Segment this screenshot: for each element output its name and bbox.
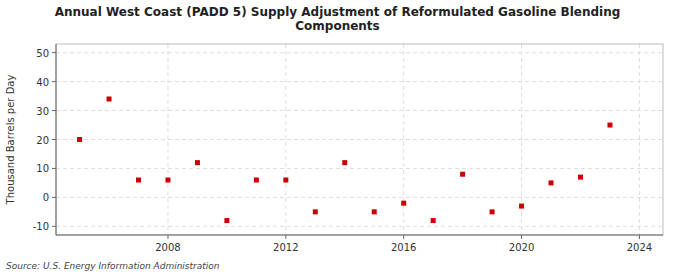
x-axis — [56, 235, 663, 236]
grid-line-x — [639, 44, 640, 235]
point — [549, 180, 554, 185]
grid-line-y — [56, 168, 663, 169]
y-tick — [52, 110, 56, 111]
y-ticks: -10 0 10 20 30 40 50 — [33, 48, 56, 233]
chart: Annual West Coast (PADD 5) Supply Adjust… — [0, 0, 675, 275]
point — [342, 160, 347, 165]
source-note: Source: U.S. Energy Information Administ… — [6, 261, 220, 271]
point — [607, 123, 612, 128]
grid-line-y — [56, 110, 663, 111]
x-tick-label: 2012 — [273, 242, 298, 253]
y-axis-label: Thousand Barrels per Day — [5, 75, 16, 206]
y-tick — [52, 197, 56, 198]
point — [372, 209, 377, 214]
grid-line-x — [285, 44, 286, 235]
y-tick-label: -10 — [33, 221, 49, 232]
x-tick — [285, 235, 286, 239]
point — [224, 218, 229, 223]
y-tick — [52, 81, 56, 82]
points — [77, 96, 612, 223]
grid-line-x — [403, 44, 404, 235]
grid-line-y — [56, 52, 663, 53]
x-ticks: 2008 2012 2016 2020 2024 — [155, 235, 652, 253]
point — [519, 204, 524, 209]
point — [195, 160, 200, 165]
grid-line-y — [56, 226, 663, 227]
plot-frame — [56, 44, 663, 235]
grid-line-y — [56, 197, 663, 198]
point — [401, 201, 406, 206]
point — [77, 137, 82, 142]
y-tick — [52, 139, 56, 140]
y-tick — [52, 226, 56, 227]
y-tick-label: 40 — [36, 77, 49, 88]
x-tick-label: 2020 — [509, 242, 534, 253]
y-tick — [52, 168, 56, 169]
grid-line-y — [56, 81, 663, 82]
point — [460, 172, 465, 177]
point — [313, 209, 318, 214]
point — [165, 178, 170, 183]
y-tick-label: 10 — [36, 163, 49, 174]
grid-line-x — [167, 44, 168, 235]
y-tick-label: 20 — [36, 135, 49, 146]
y-tick — [52, 52, 56, 53]
point — [490, 209, 495, 214]
x-tick — [521, 235, 522, 239]
y-tick-label: 30 — [36, 106, 49, 117]
y-tick-label: 0 — [43, 192, 49, 203]
point — [578, 175, 583, 180]
grid — [56, 44, 663, 235]
x-tick-label: 2016 — [391, 242, 416, 253]
x-tick-label: 2024 — [627, 242, 652, 253]
point — [431, 218, 436, 223]
x-tick — [403, 235, 404, 239]
grid-line-y — [56, 139, 663, 140]
point — [107, 96, 112, 101]
x-tick-label: 2008 — [155, 242, 180, 253]
point — [283, 178, 288, 183]
point — [254, 178, 259, 183]
x-tick — [167, 235, 168, 239]
y-tick-label: 50 — [36, 48, 49, 59]
point — [136, 178, 141, 183]
title: Annual West Coast (PADD 5) Supply Adjust… — [55, 5, 621, 33]
x-tick — [639, 235, 640, 239]
